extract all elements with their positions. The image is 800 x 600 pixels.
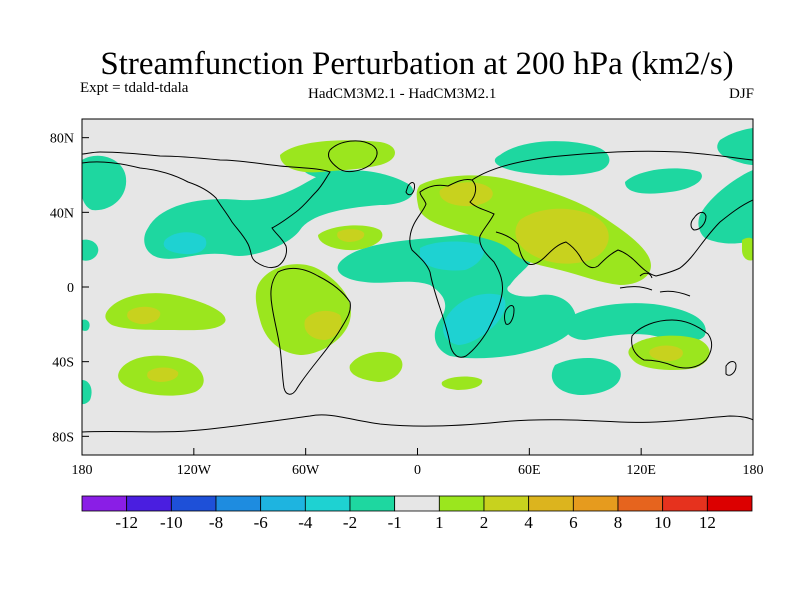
coast-uk bbox=[405, 182, 415, 196]
colorbar-swatch bbox=[572, 495, 619, 512]
contour-neg-tropical-atlantic-africa bbox=[337, 234, 576, 359]
contour-pos4-central-asia bbox=[515, 208, 609, 264]
contour-neg-eq-pacific-east bbox=[717, 185, 753, 230]
contour-neg-north-eurasia bbox=[494, 141, 610, 176]
contour-fills bbox=[82, 128, 753, 405]
y-axis: 80N 40N 0 40S 80S bbox=[50, 132, 89, 445]
colorbar-label: -2 bbox=[343, 513, 357, 532]
coast-south-america bbox=[270, 268, 351, 395]
x-tick-label: 120E bbox=[626, 463, 656, 478]
y-tick-label: 80N bbox=[50, 132, 74, 147]
x-axis: 180 120W 60W 0 60E 120E 180 bbox=[72, 448, 764, 478]
contour-neg-north-america bbox=[144, 170, 414, 259]
contour-pos-arctic-north bbox=[280, 140, 395, 173]
contour-neg4-southern-africa bbox=[443, 293, 506, 345]
x-tick-label: 180 bbox=[72, 463, 93, 478]
map-background bbox=[82, 119, 753, 455]
colorbar-label: 12 bbox=[699, 513, 716, 532]
contour-neg-west-indian-small bbox=[82, 319, 90, 331]
colorbar-swatch bbox=[617, 495, 664, 512]
colorbar-label: -4 bbox=[298, 513, 313, 532]
contour-pos-north-pacific-east bbox=[742, 237, 753, 261]
colorbar-label: 4 bbox=[524, 513, 533, 532]
colorbar-swatch bbox=[438, 495, 485, 512]
coast-indonesia bbox=[619, 272, 691, 297]
coast-new-zealand bbox=[725, 361, 737, 376]
coast-europe-africa bbox=[409, 179, 503, 358]
coast-north-america bbox=[82, 151, 331, 269]
colorbar-swatch bbox=[215, 495, 262, 512]
contour-neg-south-america-east bbox=[551, 358, 621, 395]
colorbar-label: -1 bbox=[388, 513, 402, 532]
contour-neg-north-pacific bbox=[82, 155, 127, 211]
map-title: Streamfunction Perturbation at 200 hPa (… bbox=[100, 46, 734, 82]
x-tick-label: 180 bbox=[743, 463, 764, 478]
contour-pos4-europe bbox=[439, 182, 493, 207]
contour-neg-pacific-kamchatka bbox=[625, 168, 702, 194]
models-label: HadCM3M2.1 - HadCM3M2.1 bbox=[308, 86, 497, 102]
coastlines bbox=[82, 140, 753, 433]
colorbar-swatch bbox=[706, 495, 753, 512]
contour-neg-west-pacific-south bbox=[82, 239, 99, 261]
contour-pos4-australia bbox=[649, 345, 683, 362]
coast-greenland bbox=[327, 140, 378, 173]
colorbar-label: 1 bbox=[435, 513, 444, 532]
colorbar-label: -8 bbox=[209, 513, 223, 532]
y-tick-label: 80S bbox=[52, 430, 74, 445]
colorbar-swatch bbox=[304, 495, 351, 512]
contour-neg4-central-america bbox=[163, 232, 207, 255]
coast-madagascar bbox=[504, 305, 515, 325]
contour-pos4-south-america bbox=[304, 310, 342, 340]
x-tick-label: 60W bbox=[292, 463, 320, 478]
x-tick-label: 0 bbox=[414, 463, 421, 478]
colorbar-label: -6 bbox=[254, 513, 268, 532]
colorbar-label: 10 bbox=[654, 513, 671, 532]
colorbar-swatch bbox=[81, 495, 128, 512]
y-tick-label: 40S bbox=[52, 356, 74, 371]
contour-neg4-tropical-atlantic bbox=[420, 241, 485, 271]
contour-neg-south-indian bbox=[563, 303, 706, 341]
x-tick-label: 60E bbox=[518, 463, 541, 478]
coast-antarctica bbox=[82, 414, 753, 433]
colorbar-label: 8 bbox=[614, 513, 623, 532]
contour-pos-south-atlantic-small bbox=[441, 376, 483, 390]
colorbar: -12 -10 -8 -6 -4 -2 -1 1 2 4 6 8 10 12 bbox=[81, 495, 753, 532]
experiment-label: Expt = tdald-tdala bbox=[80, 80, 189, 96]
contour-pos4-mid-atlantic bbox=[337, 229, 365, 242]
contour-neg-southwest-pacific bbox=[82, 380, 92, 405]
x-tick-label: 120W bbox=[177, 463, 212, 478]
colorbar-swatch bbox=[170, 495, 217, 512]
colorbar-label: -10 bbox=[160, 513, 183, 532]
colorbar-swatch bbox=[483, 495, 530, 512]
coast-japan bbox=[690, 211, 707, 231]
y-tick-label: 40N bbox=[50, 206, 74, 221]
colorbar-label: 2 bbox=[480, 513, 489, 532]
contour-pos4-south-pacific bbox=[147, 367, 179, 382]
colorbar-label: -12 bbox=[115, 513, 138, 532]
coast-asia bbox=[471, 150, 753, 277]
colorbar-swatch bbox=[528, 495, 574, 512]
colorbar-label: 6 bbox=[569, 513, 578, 532]
season-label: DJF bbox=[728, 86, 754, 102]
colorbar-swatch bbox=[349, 495, 396, 512]
contour-neg-arctic-ne bbox=[717, 128, 753, 165]
contour-pos4-southeast-pacific bbox=[127, 306, 161, 325]
colorbar-swatch bbox=[126, 495, 172, 512]
colorbar-swatch bbox=[662, 495, 708, 512]
coast-australia bbox=[631, 319, 713, 369]
contour-pos-south-atlantic bbox=[349, 351, 403, 382]
y-tick-label: 0 bbox=[67, 281, 74, 296]
colorbar-swatch bbox=[394, 495, 440, 512]
colorbar-swatch bbox=[260, 495, 306, 512]
